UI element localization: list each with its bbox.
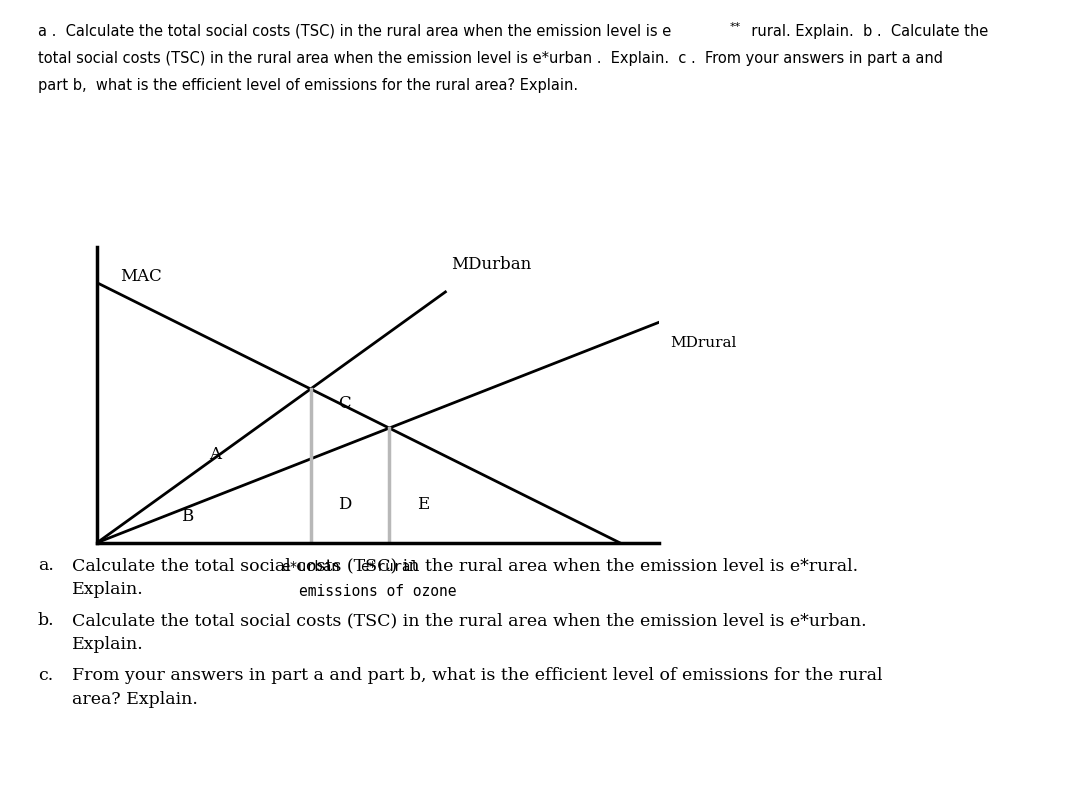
Text: A: A bbox=[210, 445, 221, 463]
Text: C: C bbox=[338, 395, 351, 413]
Text: total social costs (TSC) in the rural area when the emission level is e*urban . : total social costs (TSC) in the rural ar… bbox=[38, 51, 943, 66]
Text: a .  Calculate the total social costs (TSC) in the rural area when the emission : a . Calculate the total social costs (TS… bbox=[38, 24, 672, 39]
Text: E: E bbox=[417, 496, 429, 513]
Text: MAC: MAC bbox=[120, 268, 161, 285]
Text: e*rural: e*rural bbox=[360, 560, 419, 575]
Text: MDurban: MDurban bbox=[451, 256, 531, 273]
Text: MDrural: MDrural bbox=[670, 336, 737, 350]
Text: e*urban: e*urban bbox=[281, 560, 340, 575]
Text: rural. Explain.  b .  Calculate the: rural. Explain. b . Calculate the bbox=[742, 24, 988, 39]
Text: part b,  what is the efficient level of emissions for the rural area? Explain.: part b, what is the efficient level of e… bbox=[38, 78, 578, 93]
Text: c.: c. bbox=[38, 667, 53, 684]
Text: From your answers in part a and part b, what is the efficient level of emissions: From your answers in part a and part b, … bbox=[72, 667, 882, 684]
Text: Explain.: Explain. bbox=[72, 581, 144, 598]
Text: area? Explain.: area? Explain. bbox=[72, 691, 198, 708]
Text: b.: b. bbox=[38, 612, 55, 629]
Text: Calculate the total social costs (TSC) in the rural area when the emission level: Calculate the total social costs (TSC) i… bbox=[72, 612, 866, 629]
Text: Explain.: Explain. bbox=[72, 636, 144, 653]
Text: D: D bbox=[338, 496, 351, 513]
Text: B: B bbox=[181, 508, 193, 524]
Text: emissions of ozone: emissions of ozone bbox=[299, 584, 457, 599]
Text: Calculate the total social costs (TSC) in the rural area when the emission level: Calculate the total social costs (TSC) i… bbox=[72, 557, 859, 574]
Text: a.: a. bbox=[38, 557, 54, 574]
Text: **: ** bbox=[730, 22, 741, 32]
